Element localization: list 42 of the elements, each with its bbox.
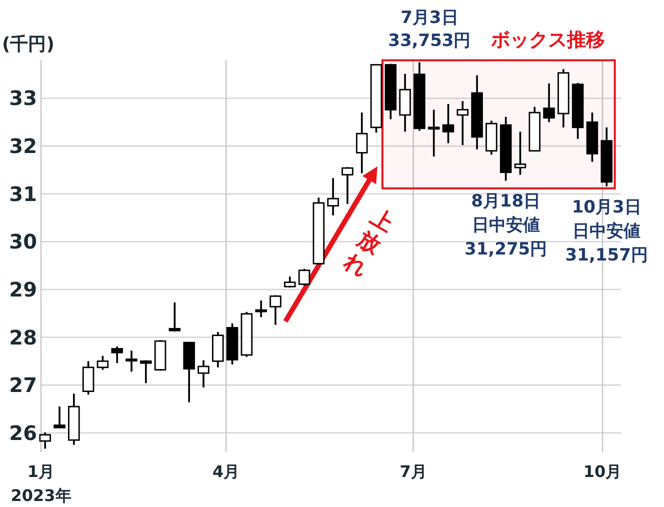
- y-tick-label: 29: [9, 277, 37, 302]
- y-tick-label: 32: [9, 134, 37, 158]
- candlestick: [255, 300, 267, 318]
- candlestick: [327, 177, 339, 216]
- candlestick: [39, 432, 51, 450]
- x-tick-label: 1月 2023年: [10, 462, 72, 505]
- candlestick: [543, 82, 555, 124]
- candlestick: [198, 359, 210, 388]
- band-label: ボックス推移: [490, 29, 605, 52]
- annotation: 上放れ: [338, 204, 398, 282]
- annotation: 10月3日: [572, 197, 642, 218]
- y-tick-label: 27: [9, 373, 37, 398]
- y-tick-label: 31: [9, 182, 37, 206]
- annotation: 日中安値: [472, 216, 540, 236]
- y-tick-label: 33: [9, 86, 37, 110]
- candlestick: [168, 301, 181, 332]
- x-tick-label: 7月: [400, 462, 427, 481]
- candlestick: [428, 108, 440, 158]
- y-axis-title: (千円): [2, 34, 54, 55]
- candlestick: [111, 345, 123, 364]
- candlestick: [442, 103, 454, 144]
- candlestick: [356, 112, 368, 174]
- candlestick: [514, 130, 526, 176]
- candlestick: [456, 100, 469, 146]
- candlestick: [96, 355, 109, 371]
- candlestick: [126, 350, 138, 373]
- annotation: 31,275円: [464, 240, 548, 260]
- candlestick: [140, 359, 152, 384]
- annotation: 7月3日 33,753円: [388, 8, 471, 52]
- candlestick: [82, 360, 94, 396]
- y-tick-label: 28: [9, 325, 37, 350]
- y-tick-label: 26: [9, 420, 37, 445]
- annotation: 日中安値: [572, 221, 641, 242]
- annotation: 31,157円: [565, 245, 648, 266]
- candlestick: [54, 406, 66, 429]
- candlestick: [298, 268, 310, 287]
- annotation: 8月18日: [471, 192, 541, 212]
- candlestick: [342, 166, 354, 205]
- x-tick-label: 10月: [583, 462, 622, 481]
- x-tick-label: 4月: [212, 462, 240, 481]
- y-tick-label: 30: [9, 230, 37, 254]
- candlestick: [270, 294, 282, 326]
